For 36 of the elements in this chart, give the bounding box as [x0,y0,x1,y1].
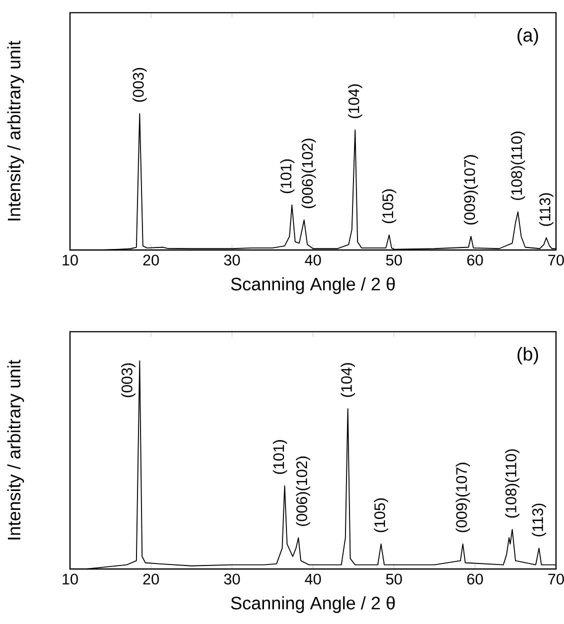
annotation: (113) [539,193,554,226]
x-tick-label: 10 [62,254,78,266]
x-tick-label: 30 [224,254,240,266]
annotation: (009)(107) [456,462,470,532]
annotation: (101) [272,440,288,474]
x-tick-label: 30 [224,574,240,585]
text: (a) [518,28,538,46]
annotation: (003) [132,68,147,102]
annotation: (101) [280,159,294,194]
x-tick-label: 40 [304,574,321,585]
x-tick-label: 10 [62,574,78,585]
annotation: (009)(107) [464,155,478,225]
annotation: (105) [382,189,396,224]
annotation: (104) [340,363,355,397]
y-axis-title: Intensity / arbitrary unit [7,360,24,540]
annotation: (006)(102) [302,138,316,208]
x-axis-title: Scanning Angle / 2 θ [231,277,395,294]
annotation: (108)(110) [510,132,526,200]
x-tick-label: 70 [548,574,564,585]
annotation: (b) [518,347,538,364]
annotation: (105) [374,498,388,532]
x-tick-label: 50 [386,574,402,585]
annotation: (003) [121,363,136,398]
annotation: (104) [348,84,362,118]
x-tick-label: 60 [467,254,483,266]
x-tick-label: 40 [304,254,321,266]
x-axis-title: Scanning Angle / 2 θ [231,596,395,614]
x-tick-label: 50 [386,254,402,266]
annotation: (113) [532,504,546,536]
y-axis-title: Intensity / arbitrary unit [7,40,24,220]
x-tick-label: 20 [143,254,159,266]
annotation: (108)(110) [505,449,520,518]
x-tick-label: 60 [467,574,483,585]
x-tick-label: 70 [548,254,564,266]
annotation: (006)(102) [296,456,310,526]
x-tick-label: 20 [143,574,159,585]
